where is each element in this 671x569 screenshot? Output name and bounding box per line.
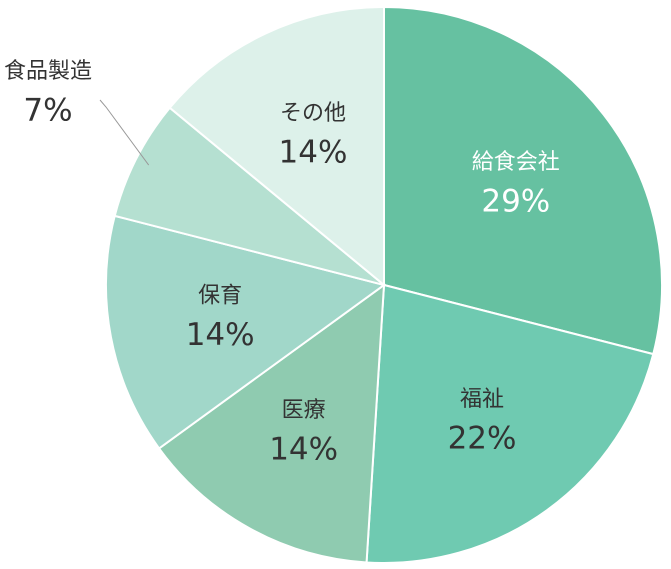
leader-line: [99, 99, 150, 166]
pie-slice: [157, 282, 386, 564]
value-label: 14%: [186, 317, 255, 353]
pie-slice: [113, 106, 385, 286]
value-label: 22%: [448, 420, 517, 456]
slice-label: 福祉: [460, 387, 504, 412]
pie-slice: [168, 5, 385, 288]
pie-slice: [365, 283, 655, 564]
value-label: 29%: [481, 183, 550, 219]
slice-label: 食品製造: [4, 59, 92, 84]
value-label: 14%: [279, 135, 348, 171]
pie-slice: [383, 5, 663, 356]
slice-label: その他: [280, 101, 346, 126]
value-label: 14%: [269, 432, 338, 468]
pie-slice: [105, 214, 387, 450]
value-label: 7%: [23, 93, 72, 129]
slice-label: 医療: [282, 398, 326, 423]
slice-label: 保育: [198, 283, 242, 308]
slice-label: 給食会社: [472, 150, 560, 175]
